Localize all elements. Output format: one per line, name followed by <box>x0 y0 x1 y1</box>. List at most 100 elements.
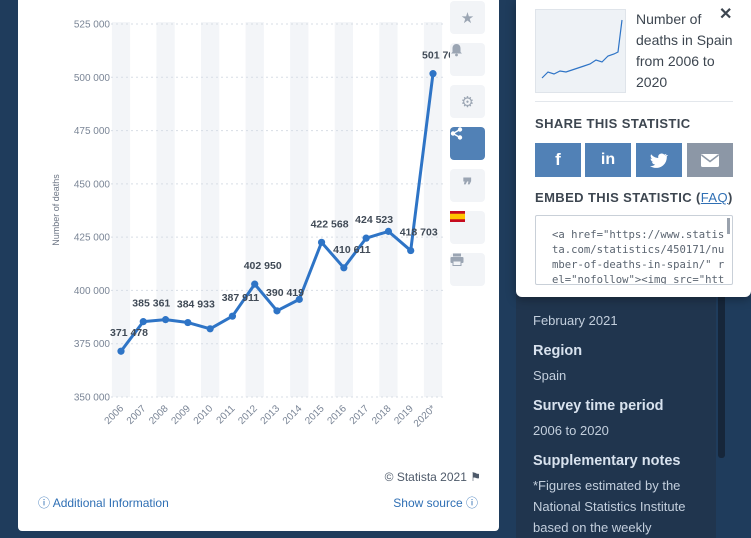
data-point <box>317 238 326 246</box>
data-label: 424 523 <box>355 214 393 226</box>
data-point <box>206 325 214 333</box>
column-band <box>111 22 131 397</box>
data-label: 385 361 <box>132 298 170 310</box>
region-heading: Region <box>533 343 583 359</box>
y-tick-label: 350 000 <box>74 393 111 404</box>
x-tick-label: 2013 <box>259 403 283 427</box>
y-axis-label: Number of deaths <box>51 174 61 246</box>
data-point <box>251 280 259 288</box>
column-band <box>379 22 398 397</box>
data-point <box>295 295 303 303</box>
y-tick-label: 375 000 <box>74 339 111 350</box>
linkedin-share-button[interactable]: in <box>585 143 631 177</box>
x-tick-label: 2012 <box>236 403 260 427</box>
x-tick-label: 2017 <box>348 403 372 427</box>
chart-thumbnail <box>535 9 626 93</box>
supplementary-notes-value: *Figures estimated by the National Stati… <box>533 478 686 535</box>
close-icon[interactable]: ✕ <box>719 6 733 23</box>
data-point <box>139 318 147 326</box>
embed-heading-suffix: ) <box>727 190 733 205</box>
share-icon[interactable] <box>450 127 485 160</box>
data-label: 390 419 <box>266 287 304 299</box>
info-icon: ⓘ <box>38 496 51 510</box>
region-value: Spain <box>533 368 567 383</box>
x-tick-label: 2020* <box>412 403 438 429</box>
star-icon[interactable]: ★ <box>450 1 485 34</box>
y-tick-label: 500 000 <box>74 73 111 84</box>
embed-heading: EMBED THIS STATISTIC (FAQ) <box>535 190 733 205</box>
data-label: 422 568 <box>311 218 349 230</box>
x-tick-label: 2008 <box>147 403 171 427</box>
x-tick-label: 2015 <box>303 403 327 427</box>
data-point <box>273 307 281 315</box>
y-tick-label: 450 000 <box>74 179 111 190</box>
embed-heading-prefix: EMBED THIS STATISTIC ( <box>535 190 701 205</box>
survey-period-heading: Survey time period <box>533 398 664 414</box>
share-popover: Number of deaths in Spain from 2006 to 2… <box>516 0 751 297</box>
credit-text: © Statista 2021 <box>384 470 467 484</box>
data-point <box>184 318 192 327</box>
show-source-link[interactable]: Show source ⓘ <box>393 494 478 511</box>
data-point <box>117 347 125 355</box>
divider <box>535 101 733 102</box>
y-tick-label: 475 000 <box>74 126 111 137</box>
facebook-icon: f <box>555 150 561 169</box>
data-label: 387 911 <box>222 292 260 304</box>
x-tick-label: 2010 <box>192 403 216 427</box>
spain-flag-icon[interactable] <box>450 211 485 244</box>
chart-card: 525 000 500 000 475 000 450 000 425 000 400 0… <box>18 0 499 531</box>
twitter-icon <box>650 152 668 168</box>
data-point <box>362 234 370 242</box>
bell-icon[interactable] <box>450 43 485 76</box>
y-tick-label: 400 000 <box>74 286 111 297</box>
facebook-share-button[interactable]: f <box>535 143 581 177</box>
embed-code-text: <a href="https://www.statista.com/statis… <box>552 229 725 285</box>
data-label: 384 933 <box>177 299 215 311</box>
data-label: 402 950 <box>244 260 282 272</box>
additional-info-link[interactable]: ⓘ Additional Information <box>38 494 169 511</box>
linkedin-icon: in <box>600 151 616 168</box>
print-icon[interactable] <box>450 253 485 286</box>
data-point <box>384 227 393 235</box>
x-tick-label: 2011 <box>215 403 238 426</box>
faq-link[interactable]: FAQ <box>700 190 728 205</box>
y-tick-label: 425 000 <box>74 233 111 244</box>
info-icon: ⓘ <box>465 496 478 510</box>
column-band <box>334 22 353 397</box>
y-tick-label: 525 000 <box>74 20 111 31</box>
x-tick-label: 2018 <box>370 403 394 427</box>
supplementary-notes-heading: Supplementary notes <box>533 453 681 469</box>
survey-period-value: 2006 to 2020 <box>533 423 609 438</box>
twitter-share-button[interactable] <box>636 143 682 177</box>
show-source-label: Show source <box>393 496 463 510</box>
data-label: 371 478 <box>110 327 148 339</box>
embed-scrollbar[interactable] <box>727 218 730 234</box>
release-date-value: February 2021 <box>533 313 618 328</box>
data-point <box>407 246 415 255</box>
additional-info-label: Additional Information <box>52 496 169 510</box>
email-share-button[interactable] <box>687 143 733 177</box>
column-band <box>201 22 220 397</box>
column-band <box>245 22 264 397</box>
data-point <box>228 312 237 320</box>
statista-credit[interactable]: © Statista 2021 ⚑ <box>385 470 481 484</box>
quote-icon[interactable]: ❞ <box>450 169 485 202</box>
data-label: 418 703 <box>400 227 438 239</box>
data-label: 410 611 <box>333 244 371 256</box>
data-point <box>340 264 348 272</box>
x-tick-label: 2016 <box>325 403 349 427</box>
x-tick-label: 2014 <box>281 403 305 427</box>
gear-icon[interactable]: ⚙ <box>450 85 485 118</box>
x-tick-label: 2006 <box>103 403 127 427</box>
data-point <box>429 70 437 78</box>
data-point <box>161 316 170 324</box>
column-band <box>290 22 309 397</box>
flag-icon: ⚑ <box>470 470 481 484</box>
line-chart: 525 000 500 000 475 000 450 000 425 000 400 0… <box>51 20 460 430</box>
share-heading: SHARE THIS STATISTIC <box>535 116 691 131</box>
x-tick-label: 2007 <box>125 403 149 427</box>
mail-icon <box>701 153 719 167</box>
popover-title: Number of deaths in Spain from 2006 to 2… <box>636 11 733 90</box>
x-tick-label: 2009 <box>169 403 193 427</box>
embed-code-textarea[interactable]: <a href="https://www.statista.com/statis… <box>535 215 733 285</box>
